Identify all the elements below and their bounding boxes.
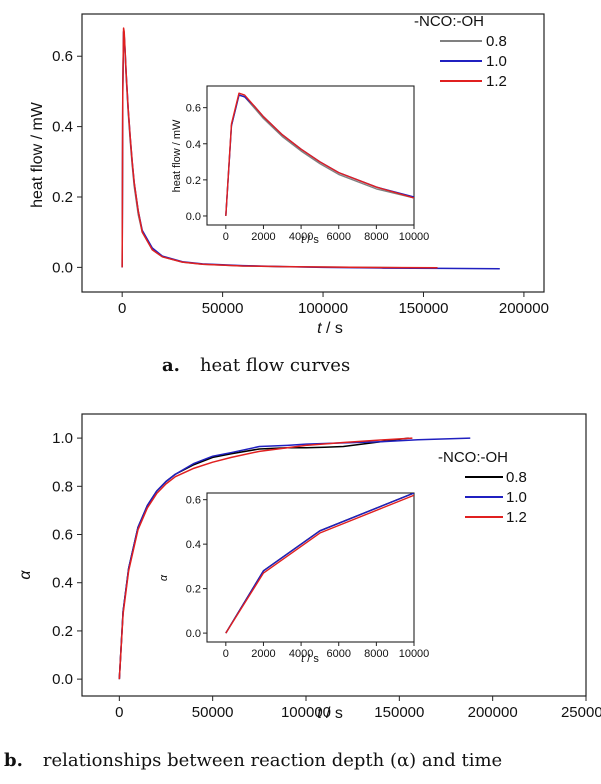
panel-1-y-axis-label: α [17,570,34,580]
panel-0-x-tick-label: 50000 [202,300,244,317]
panel-0-inset-x-tick-label: 0 [223,231,229,243]
panel-1-x-axis-label: t / s [317,705,343,722]
panel-1-x-tick-label: 50000 [192,704,234,721]
panel-1-x-tick-label: 0 [115,704,123,721]
panel-0-x-axis-label: t / s [317,320,343,337]
panel-0-inset-x-axis-label: t / s [301,234,319,246]
panel-0-x-tick-label: 0 [118,300,126,317]
panel-1-x-tick-label: 150000 [374,704,424,721]
panel-0-inset-y-tick-label: 0.0 [186,211,201,223]
panel-1-inset-x-tick-label: 2000 [251,648,275,660]
panel-1-inset-x-axis-var: t [301,653,307,665]
panel-0-inset-x-tick-label: 6000 [326,231,350,243]
panel-1-legend-label-1.2: 1.2 [506,509,527,526]
panel-0-x-tick-label: 150000 [398,300,448,317]
panel-0-plot-frame [81,13,545,293]
panel-0-y-tick-label: 0.6 [52,48,73,65]
panel-1-y-tick-label: 1.0 [52,430,73,447]
panel-0-y-axis-label: heat flow / mW [29,101,46,208]
panel-1-inset-y-axis-label: α [158,574,170,581]
panel-0-inset-y-tick-label: 0.2 [186,175,201,187]
panel-0-inset-x-tick-label: 2000 [251,231,275,243]
panel-0-legend-label-1.0: 1.0 [486,53,507,70]
panel-0-inset-x-tick-label: 4000 [289,231,313,243]
panel-1-inset-y-tick-label: 0.6 [186,495,201,507]
panel-0-inset-y-axis-label: heat flow / mW [171,119,183,192]
panel-1-inset-x-tick-label: 8000 [364,648,388,660]
panel-1-inset-frame [206,492,415,643]
panel-1-inset-x-axis-label: t / s [301,653,319,665]
panel-0-legend-title: -NCO:-OH [414,13,484,30]
panel-1-series-1.0 [118,437,471,680]
panel-0-legend-label-0.8: 0.8 [486,33,507,50]
panel-1-inset-x-tick-label: 10000 [399,648,430,660]
panel-1-x-axis-var: t [317,705,326,722]
panel-1-y-tick-label: 0.0 [52,671,73,688]
panel-0-x-axis-unit: / s [326,320,343,337]
panel-0-y-tick-label: 0.2 [52,189,73,206]
caption-a-letter: a. [162,355,180,376]
panel-0-legend-label-1.2: 1.2 [486,73,507,90]
panel-1-legend-title: -NCO:-OH [438,449,508,466]
caption-b-letter: b. [4,750,23,771]
panel-0-y-tick-label: 0.0 [52,259,73,276]
panel-0-inset-x-axis-unit: / s [307,234,319,246]
panel-0-y-tick-label: 0.4 [52,119,73,136]
caption-a-text: heat flow curves [199,355,351,376]
panel-1-y-tick-label: 0.6 [52,527,73,544]
panel-1-inset-x-tick-label: 6000 [326,648,350,660]
panel-1-inset-x-axis-unit: / s [307,653,319,665]
panel-0-inset-y-tick-label: 0.4 [186,139,201,151]
panel-1-legend-label-1.0: 1.0 [506,489,527,506]
panel-1-y-tick-label: 0.2 [52,623,73,640]
panel-1-x-axis-unit: / s [326,705,343,722]
panel-1-inset-x-tick-label: 4000 [289,648,313,660]
panel-1-series-1.2 [118,437,413,680]
caption-b: b. relationships between reaction depth (… [4,750,502,771]
panel-1-inset-y-tick-label: 0.0 [186,628,201,640]
panel-0-x-axis-var: t [317,320,326,337]
panel-0-x-tick-label: 100000 [298,300,348,317]
panel-0-inset-x-axis-var: t [301,234,307,246]
panel-0-inset-x-tick-label: 10000 [399,231,430,243]
panel-0-inset-y-tick-label: 0.6 [186,103,201,115]
caption-b-text: relationships between reaction depth (α)… [42,750,503,771]
caption-a: a. heat flow curves [162,355,350,376]
panel-1-inset-x-tick-label: 0 [223,648,229,660]
panel-0-inset-x-tick-label: 8000 [364,231,388,243]
panel-0-x-tick-label: 200000 [499,300,549,317]
panel-1-legend-label-0.8: 0.8 [506,469,527,486]
panel-1-inset-y-tick-label: 0.4 [186,539,201,551]
panel-1-inset-series-1.2 [225,494,414,634]
panel-1-inset-y-tick-label: 0.2 [186,584,201,596]
panel-1-plot-frame [81,413,587,697]
panel-1-x-tick-label: 200000 [468,704,518,721]
panel-0-series-1.2 [121,27,438,269]
panel-1-x-tick-label: 100000 [281,704,331,721]
panel-1-y-tick-label: 0.4 [52,575,73,592]
panel-0-inset-series-1.2 [225,92,414,217]
panel-1-y-tick-label: 0.8 [52,478,73,495]
